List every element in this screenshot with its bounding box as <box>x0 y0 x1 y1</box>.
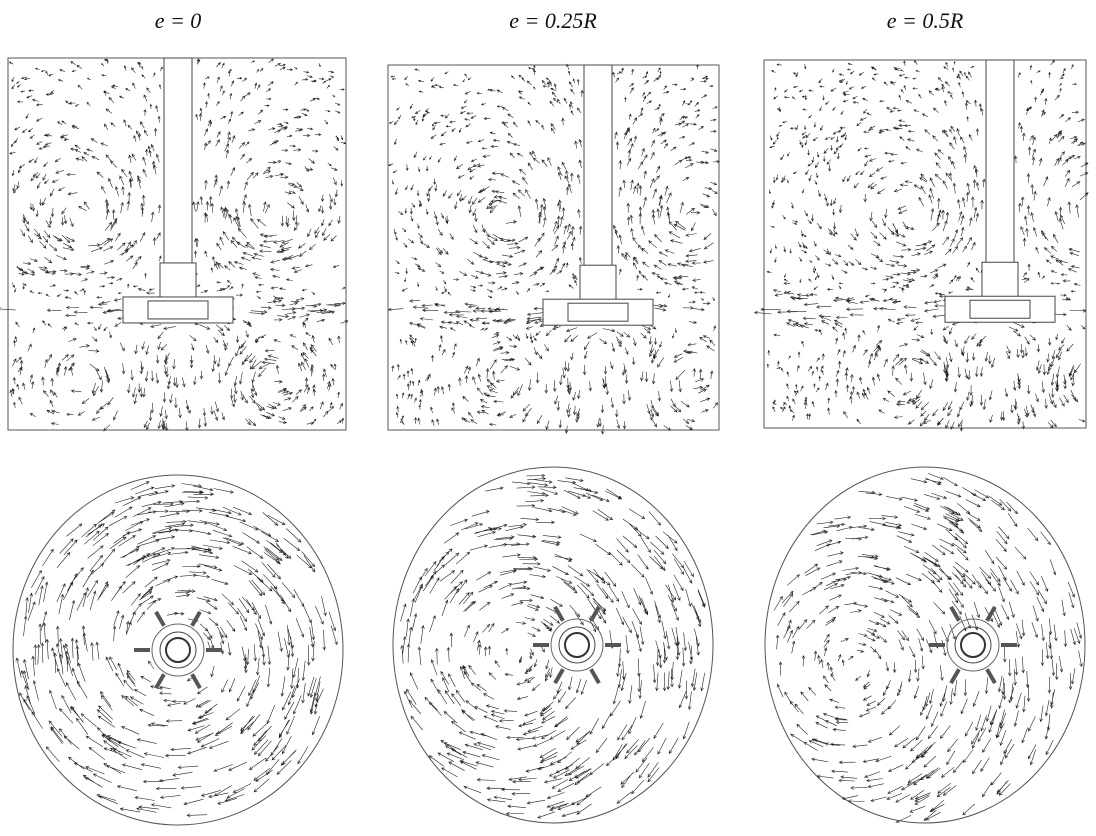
blade <box>192 674 200 688</box>
shaft <box>166 638 190 662</box>
hub <box>580 265 616 303</box>
tank-wall <box>388 65 719 430</box>
hub <box>982 262 1018 300</box>
blade <box>156 674 164 688</box>
shaft <box>961 633 985 657</box>
panel-label: e = 0.25R <box>509 8 597 33</box>
velocity-vectors <box>401 474 706 818</box>
velocity-vectors <box>755 60 1089 431</box>
figure: e = 0 e = 0.25R e = 0.5R <box>0 0 1096 836</box>
blade <box>987 669 995 683</box>
panel-label: e = 0.5R <box>887 8 964 33</box>
panel-label: e = 0 <box>155 8 202 33</box>
shaft <box>565 633 589 657</box>
blade <box>591 669 599 683</box>
blade <box>555 669 563 683</box>
blade <box>951 669 959 683</box>
velocity-vectors <box>388 64 719 434</box>
tank-wall <box>765 467 1085 823</box>
tank-wall <box>393 467 713 823</box>
velocity-vectors <box>774 473 1083 822</box>
blade <box>192 612 200 626</box>
blade <box>555 607 563 621</box>
blade <box>156 612 164 626</box>
hub <box>160 263 196 301</box>
